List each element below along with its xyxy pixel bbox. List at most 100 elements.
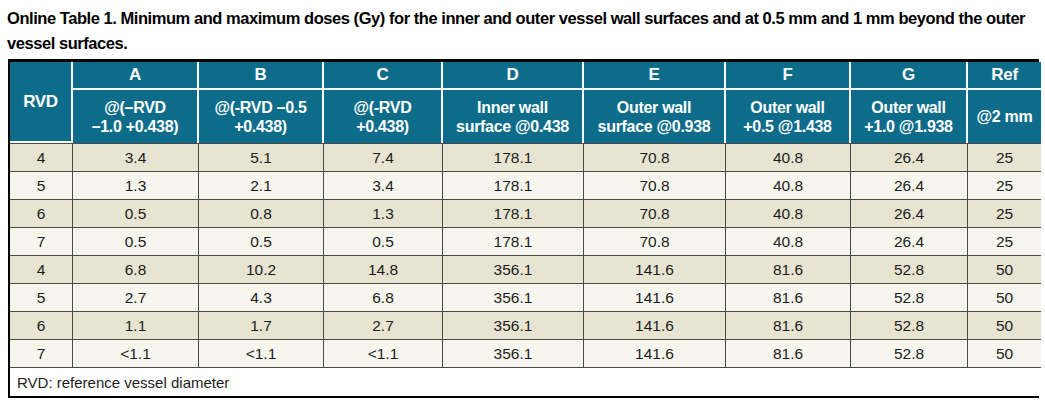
desc-line: surface @0.438 <box>445 117 580 136</box>
desc-line: +0.438) <box>326 117 439 136</box>
cell-ref: 25 <box>968 227 1041 255</box>
header-letters-row: RVD A B C D E F G Ref <box>10 62 1041 90</box>
cell-a: 2.7 <box>73 283 199 311</box>
cell-a: 6.8 <box>73 255 199 283</box>
table-row: 4 6.8 10.2 14.8 356.1 141.6 81.6 52.8 50 <box>10 255 1041 283</box>
desc-line: Outer wall <box>728 98 847 117</box>
cell-d: 356.1 <box>443 339 584 367</box>
desc-line: @(–RVD <box>75 98 195 117</box>
cell-b: 1.7 <box>199 311 324 339</box>
cell-d: 356.1 <box>443 311 584 339</box>
cell-c: <1.1 <box>324 339 443 367</box>
cell-e: 70.8 <box>584 199 726 227</box>
cell-a: 0.5 <box>73 227 199 255</box>
table-row: 6 1.1 1.7 2.7 356.1 141.6 81.6 52.8 50 <box>10 311 1041 339</box>
cell-b: 0.8 <box>199 199 324 227</box>
column-desc-g: Outer wall +1.0 @1.938 <box>851 90 968 143</box>
column-header-f: F <box>726 62 851 90</box>
cell-b: 0.5 <box>199 227 324 255</box>
column-header-b: B <box>199 62 324 90</box>
cell-f: 81.6 <box>726 311 851 339</box>
cell-d: 178.1 <box>443 171 584 199</box>
cell-f: 40.8 <box>726 143 851 171</box>
desc-line: @(-RVD <box>326 98 439 117</box>
cell-f: 81.6 <box>726 339 851 367</box>
desc-line: Outer wall <box>853 98 964 117</box>
cell-rvd: 4 <box>10 143 73 171</box>
cell-d: 356.1 <box>443 255 584 283</box>
dose-table-container: RVD A B C D E F G Ref @(–RVD –1.0 +0.438… <box>8 59 1039 398</box>
desc-line: Inner wall <box>445 98 580 117</box>
cell-e: 141.6 <box>584 339 726 367</box>
cell-rvd: 6 <box>10 311 73 339</box>
desc-line: surface @0.938 <box>586 117 722 136</box>
cell-d: 178.1 <box>443 227 584 255</box>
cell-e: 70.8 <box>584 171 726 199</box>
column-header-d: D <box>443 62 584 90</box>
table-row: 5 1.3 2.1 3.4 178.1 70.8 40.8 26.4 25 <box>10 171 1041 199</box>
desc-line: +1.0 @1.938 <box>853 117 964 136</box>
cell-rvd: 6 <box>10 199 73 227</box>
cell-ref: 50 <box>968 283 1041 311</box>
cell-f: 40.8 <box>726 199 851 227</box>
cell-rvd: 7 <box>10 227 73 255</box>
footnote-row: RVD: reference vessel diameter <box>10 367 1041 396</box>
cell-e: 70.8 <box>584 143 726 171</box>
desc-line: –1.0 +0.438) <box>75 117 195 136</box>
cell-e: 141.6 <box>584 255 726 283</box>
table-row: 7 0.5 0.5 0.5 178.1 70.8 40.8 26.4 25 <box>10 227 1041 255</box>
desc-line: Outer wall <box>586 98 722 117</box>
cell-ref: 50 <box>968 311 1041 339</box>
column-header-a: A <box>73 62 199 90</box>
column-desc-c: @(-RVD +0.438) <box>324 90 443 143</box>
cell-c: 0.5 <box>324 227 443 255</box>
cell-g: 52.8 <box>851 339 968 367</box>
column-header-e: E <box>584 62 726 90</box>
cell-rvd: 7 <box>10 339 73 367</box>
cell-ref: 50 <box>968 255 1041 283</box>
cell-b: 10.2 <box>199 255 324 283</box>
column-desc-e: Outer wall surface @0.938 <box>584 90 726 143</box>
cell-ref: 50 <box>968 339 1041 367</box>
cell-g: 26.4 <box>851 199 968 227</box>
cell-e: 141.6 <box>584 311 726 339</box>
cell-a: 1.1 <box>73 311 199 339</box>
cell-ref: 25 <box>968 199 1041 227</box>
cell-f: 81.6 <box>726 255 851 283</box>
cell-c: 3.4 <box>324 171 443 199</box>
cell-a: 3.4 <box>73 143 199 171</box>
column-header-c: C <box>324 62 443 90</box>
cell-rvd: 5 <box>10 171 73 199</box>
column-desc-ref: @2 mm <box>968 90 1041 143</box>
cell-g: 52.8 <box>851 283 968 311</box>
column-desc-b: @(-RVD –0.5 +0.438) <box>199 90 324 143</box>
cell-rvd: 4 <box>10 255 73 283</box>
cell-c: 7.4 <box>324 143 443 171</box>
cell-e: 70.8 <box>584 227 726 255</box>
dose-table: RVD A B C D E F G Ref @(–RVD –1.0 +0.438… <box>10 62 1041 396</box>
column-header-g: G <box>851 62 968 90</box>
cell-e: 141.6 <box>584 283 726 311</box>
column-desc-f: Outer wall +0.5 @1.438 <box>726 90 851 143</box>
cell-f: 40.8 <box>726 171 851 199</box>
cell-f: 40.8 <box>726 227 851 255</box>
cell-d: 178.1 <box>443 143 584 171</box>
column-header-rvd: RVD <box>10 62 73 143</box>
cell-ref: 25 <box>968 143 1041 171</box>
table-row: 6 0.5 0.8 1.3 178.1 70.8 40.8 26.4 25 <box>10 199 1041 227</box>
cell-g: 26.4 <box>851 143 968 171</box>
cell-d: 178.1 <box>443 199 584 227</box>
cell-c: 1.3 <box>324 199 443 227</box>
cell-c: 2.7 <box>324 311 443 339</box>
table-title: Online Table 1. Minimum and maximum dose… <box>0 0 1045 59</box>
column-header-ref: Ref <box>968 62 1041 90</box>
cell-g: 52.8 <box>851 311 968 339</box>
table-row: 7 <1.1 <1.1 <1.1 356.1 141.6 81.6 52.8 5… <box>10 339 1041 367</box>
cell-b: 4.3 <box>199 283 324 311</box>
footnote-text: RVD: reference vessel diameter <box>10 367 1041 396</box>
cell-c: 14.8 <box>324 255 443 283</box>
column-desc-d: Inner wall surface @0.438 <box>443 90 584 143</box>
cell-g: 26.4 <box>851 227 968 255</box>
cell-f: 81.6 <box>726 283 851 311</box>
table-row: 4 3.4 5.1 7.4 178.1 70.8 40.8 26.4 25 <box>10 143 1041 171</box>
